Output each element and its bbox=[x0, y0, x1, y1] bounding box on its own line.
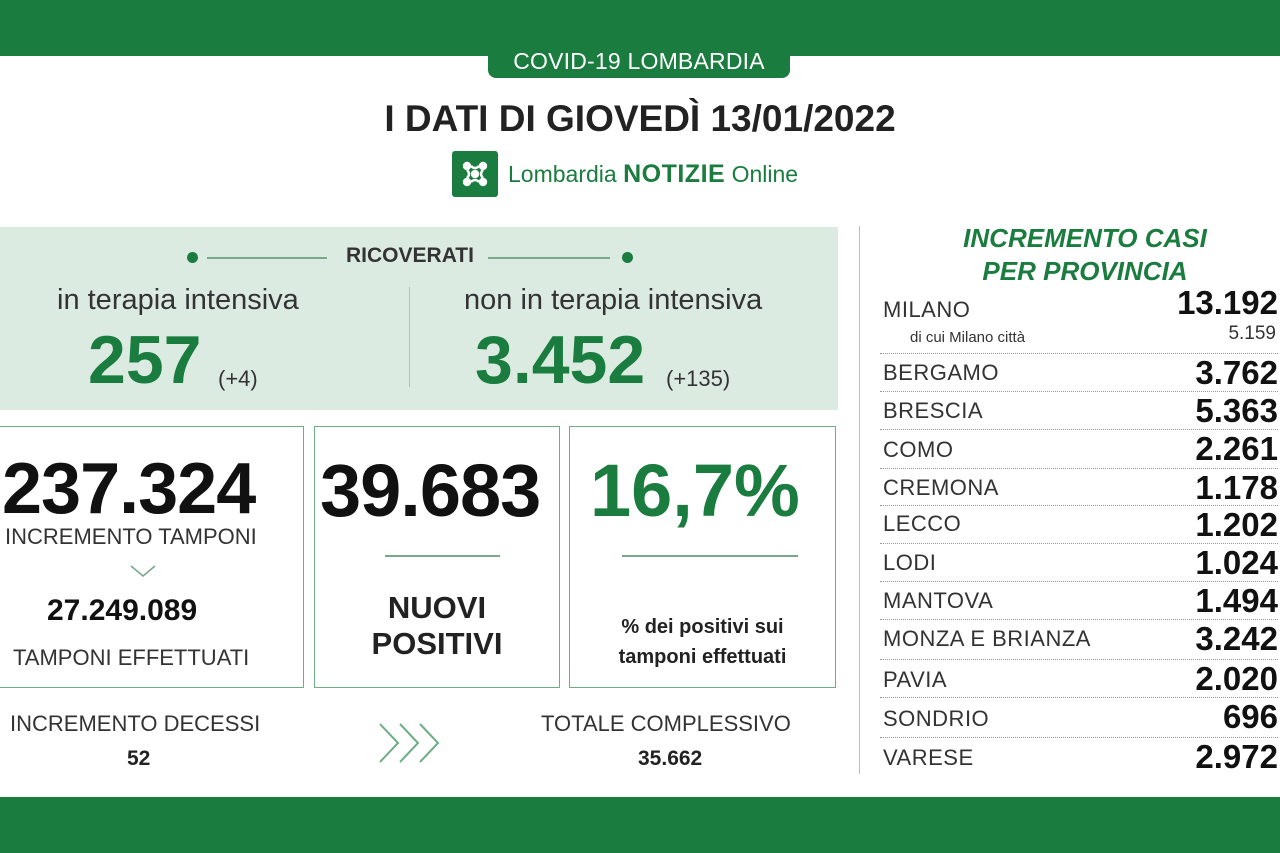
province-value: 2.972 bbox=[1195, 738, 1278, 775]
province-row-como: COMO 2.261 bbox=[880, 430, 1278, 469]
percentuale-value: 16,7% bbox=[590, 449, 800, 532]
bottom-banner bbox=[0, 797, 1280, 853]
province-row-bergamo: BERGAMO 3.762 bbox=[880, 354, 1278, 392]
province-name: BRESCIA bbox=[883, 398, 984, 423]
tamponi-total-value: 27.249.089 bbox=[47, 594, 198, 627]
province-row-cremona: CREMONA 1.178 bbox=[880, 469, 1278, 506]
page-title: I DATI DI GIOVEDÌ 13/01/2022 bbox=[384, 98, 896, 139]
intensive-value: 257 bbox=[88, 322, 202, 398]
province-title-line2: PER PROVINCIA bbox=[982, 256, 1188, 286]
brand-suffix: Online bbox=[731, 160, 799, 187]
province-row-mantova: MANTOVA 1.494 bbox=[880, 582, 1278, 620]
province-name: PAVIA bbox=[883, 667, 948, 692]
ricoverati-label: RICOVERATI bbox=[346, 244, 474, 267]
percentuale-card bbox=[569, 426, 836, 688]
non-intensive-value: 3.452 bbox=[475, 322, 646, 398]
percentuale-label-line1: % dei positivi sui bbox=[621, 616, 784, 638]
province-value: 2.020 bbox=[1195, 660, 1278, 697]
non-intensive-label: non in terapia intensiva bbox=[464, 284, 763, 316]
non-intensive-delta: (+135) bbox=[666, 366, 731, 391]
tamponi-total-label: TAMPONI EFFETTUATI bbox=[13, 645, 250, 670]
positivi-label-line2: POSITIVI bbox=[371, 626, 503, 661]
province-name: LODI bbox=[883, 550, 937, 575]
province-value: 1.494 bbox=[1195, 582, 1278, 619]
brand-strong: NOTIZIE bbox=[623, 159, 726, 188]
province-name: MONZA E BRIANZA bbox=[883, 626, 1091, 651]
ricoverati-panel bbox=[0, 227, 838, 410]
tamponi-card bbox=[0, 426, 304, 688]
province-title-line1: INCREMENTO CASI bbox=[963, 223, 1207, 253]
province-value: 5.363 bbox=[1195, 392, 1278, 429]
province-row-lodi: LODI 1.024 bbox=[880, 544, 1278, 582]
triple-chevron-right-icon bbox=[379, 723, 440, 763]
brand: Lombardia NOTIZIE Online bbox=[452, 151, 798, 197]
lombardia-rose-logo-icon bbox=[452, 151, 498, 197]
province-row-monza-e-brianza: MONZA E BRIANZA 3.242 bbox=[880, 620, 1278, 660]
intensive-label: in terapia intensiva bbox=[57, 284, 299, 316]
percentuale-label-line2: tamponi effettuati bbox=[618, 646, 787, 668]
province-value: 13.192 bbox=[1177, 284, 1278, 321]
decessi-total-value: 35.662 bbox=[638, 747, 703, 770]
province-name: VARESE bbox=[883, 745, 974, 770]
header-tag: COVID-19 LOMBARDIA bbox=[488, 44, 790, 78]
province-sub-name: di cui Milano città bbox=[910, 329, 1026, 346]
positivi-divider bbox=[385, 555, 500, 557]
positivi-card bbox=[314, 426, 560, 688]
chevron-down-icon bbox=[130, 565, 156, 578]
province-row-milano: MILANO 13.192 di cui Milano città 5.159 bbox=[880, 284, 1278, 354]
province-sub-value: 5.159 bbox=[1228, 323, 1276, 344]
positivi-label-line1: NUOVI bbox=[387, 590, 487, 625]
province-row-varese: VARESE 2.972 bbox=[880, 738, 1278, 775]
province-value: 1.202 bbox=[1195, 506, 1278, 543]
province-row-brescia: BRESCIA 5.363 bbox=[880, 392, 1278, 430]
province-row-pavia: PAVIA 2.020 bbox=[880, 660, 1278, 698]
province-name: MILANO bbox=[883, 297, 971, 322]
positivi-value: 39.683 bbox=[320, 449, 541, 532]
tamponi-increment-label: INCREMENTO TAMPONI bbox=[5, 524, 257, 549]
decessi-total-label: TOTALE COMPLESSIVO bbox=[541, 711, 791, 736]
province-name: MANTOVA bbox=[883, 588, 994, 613]
province-value: 1.178 bbox=[1195, 469, 1278, 506]
ricoverati-left-line bbox=[207, 257, 327, 259]
percentuale-divider bbox=[622, 555, 798, 557]
province-value: 3.242 bbox=[1195, 620, 1278, 657]
ricoverati-divider bbox=[409, 287, 410, 387]
positivi-label: NUOVI POSITIVI bbox=[314, 590, 560, 662]
province-name: LECCO bbox=[883, 511, 962, 536]
ricoverati-right-dot bbox=[622, 252, 633, 263]
province-name: SONDRIO bbox=[883, 706, 990, 731]
tamponi-increment-value: 237.324 bbox=[2, 449, 256, 529]
brand-name: Lombardia bbox=[508, 160, 617, 187]
province-name: CREMONA bbox=[883, 475, 999, 500]
intensive-delta: (+4) bbox=[218, 366, 258, 391]
province-value: 3.762 bbox=[1195, 354, 1278, 391]
brand-text: Lombardia NOTIZIE Online bbox=[508, 160, 798, 189]
province-value: 1.024 bbox=[1195, 544, 1278, 581]
percentuale-label: % dei positivi sui tamponi effettuati bbox=[569, 612, 836, 672]
province-name: BERGAMO bbox=[883, 360, 999, 385]
ricoverati-left-dot bbox=[187, 252, 198, 263]
province-title: INCREMENTO CASI PER PROVINCIA bbox=[890, 222, 1280, 288]
province-value: 2.261 bbox=[1195, 430, 1278, 467]
province-name: COMO bbox=[883, 437, 954, 462]
column-divider bbox=[859, 226, 860, 774]
decessi-label: INCREMENTO DECESSI bbox=[10, 711, 261, 736]
province-value: 696 bbox=[1222, 698, 1278, 735]
ricoverati-right-line bbox=[488, 257, 610, 259]
decessi-value: 52 bbox=[127, 747, 151, 770]
province-row-sondrio: SONDRIO 696 bbox=[880, 698, 1278, 738]
province-row-lecco: LECCO 1.202 bbox=[880, 506, 1278, 544]
